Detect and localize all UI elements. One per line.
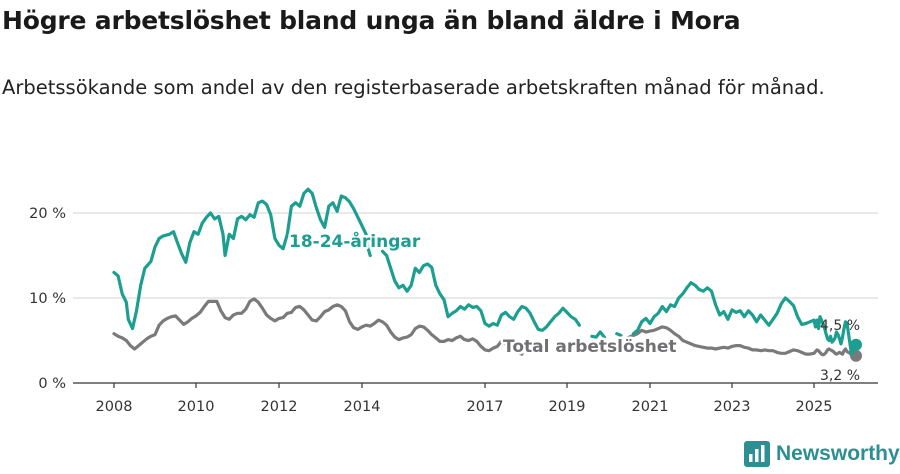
y-tick-label: 0 %	[38, 376, 66, 392]
newsworthy-brand: Newsworthy	[744, 441, 900, 467]
y-tick-label: 10 %	[29, 291, 66, 307]
series-line-youth	[380, 249, 581, 332]
end-point-youth	[850, 338, 862, 351]
brand-name: Newsworthy	[776, 442, 900, 465]
x-tick-label: 2008	[96, 399, 133, 415]
series-line-youth	[615, 332, 623, 337]
series-line-youth	[590, 330, 606, 339]
bar-chart-logo-icon	[744, 441, 770, 467]
x-tick-label: 2014	[344, 399, 381, 415]
x-tick-label: 2010	[178, 399, 215, 415]
series-label-youth-halo: 18-24-åringar	[289, 230, 421, 252]
x-tick-label: 2023	[714, 399, 751, 415]
x-tick-label: 2012	[261, 399, 298, 415]
y-tick-label: 20 %	[29, 206, 66, 222]
series-line-total	[623, 325, 858, 358]
series-line-youth	[631, 281, 858, 356]
series-line-youth	[112, 187, 372, 331]
x-tick-label: 2019	[549, 399, 586, 415]
chart-title: Högre arbetslöshet bland unga än bland ä…	[2, 6, 741, 35]
series-label-total-halo: Total arbetslöshet	[503, 337, 677, 357]
end-value-label-youth: 4,5 %	[820, 318, 860, 334]
end-value-label-total: 3,2 %	[820, 368, 860, 384]
series-label-youth: 18-24-åringar	[289, 230, 421, 252]
series-line-total	[112, 297, 524, 356]
x-tick-label: 2021	[632, 399, 669, 415]
x-tick-label: 2017	[467, 399, 504, 415]
chart-subtitle: Arbetssökande som andel av den registerb…	[2, 76, 825, 99]
series-label-total: Total arbetslöshet	[503, 337, 677, 357]
x-tick-label: 2025	[796, 399, 833, 415]
